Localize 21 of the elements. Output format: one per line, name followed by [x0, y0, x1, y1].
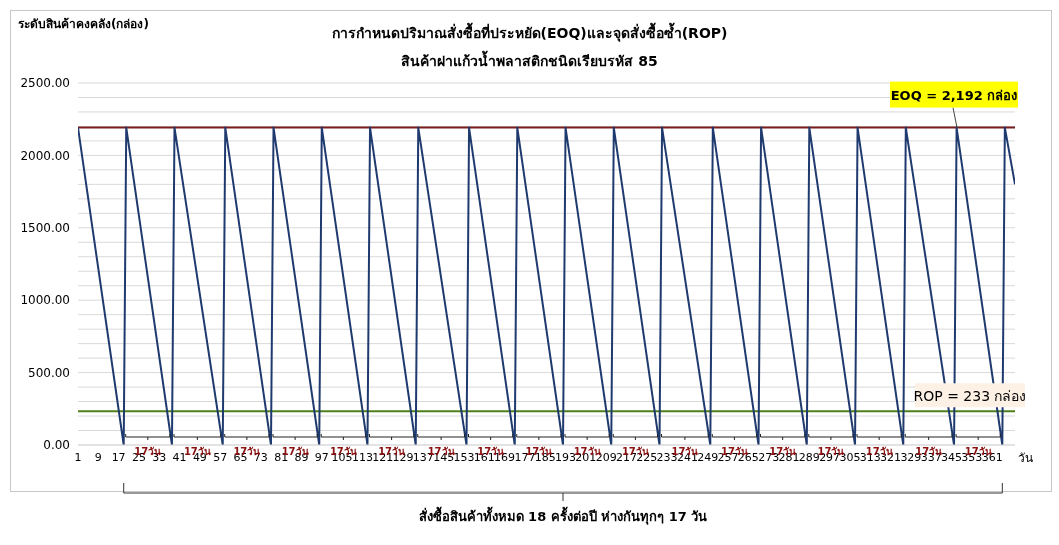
y-tick-label: 1500.00	[20, 221, 70, 236]
y-axis-title: ระดับสินค้าคงคลัง(กล่อง)	[18, 16, 149, 33]
ref-line-label: ROP = 233 กล่อง	[913, 388, 1027, 405]
x-tick-label: 1	[74, 450, 82, 464]
ref-line-label: EOQ = 2,192 กล่อง	[890, 87, 1018, 103]
y-tick-label: 0.00	[43, 438, 70, 453]
x-tick-label: 345	[941, 450, 963, 464]
x-tick-label: 17	[111, 450, 126, 464]
y-tick-label: 2000.00	[20, 148, 70, 163]
x-tick-label: 249	[697, 450, 719, 464]
x-axis-title: วัน	[1018, 451, 1033, 465]
text: สั่งซื้อสินค้าทั้งหมด 18 ครั้งต่อปี ห่างกันทุกๆ 17 วัน	[418, 506, 708, 525]
x-tick-label: 289	[798, 450, 820, 464]
x-tick-label: 9	[94, 450, 102, 464]
x-tick-label: 97	[314, 450, 329, 464]
x-tick-label: 57	[213, 450, 228, 464]
y-tick-label: 500.00	[28, 365, 70, 380]
chart-subtitle: สินค้าฝาแก้วน้ำพลาสติกชนิดเรียบรหัส 85	[400, 50, 659, 71]
x-tick-label: 41	[172, 450, 187, 464]
y-tick-label: 1000.00	[20, 293, 70, 308]
y-tick-label: 2500.00	[20, 76, 70, 91]
